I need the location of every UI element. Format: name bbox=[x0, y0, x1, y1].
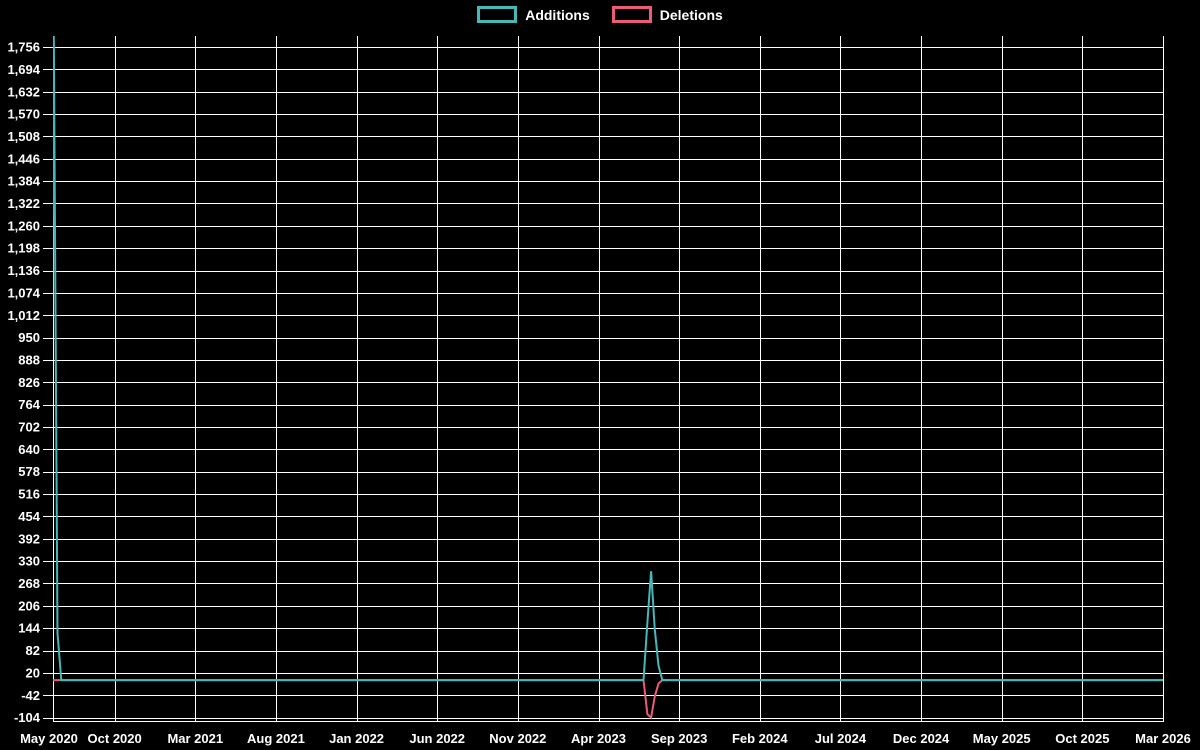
y-tick-label: 330 bbox=[18, 554, 40, 569]
y-tick-label: 392 bbox=[18, 531, 40, 546]
y-tick-label: -104 bbox=[14, 710, 41, 725]
y-tick-label: 1,632 bbox=[7, 84, 40, 99]
deletions-swatch-icon bbox=[611, 6, 652, 23]
y-tick-label: 206 bbox=[18, 598, 40, 613]
legend-label-deletions: Deletions bbox=[659, 6, 723, 23]
x-tick-label: Mar 2026 bbox=[1135, 731, 1191, 746]
additions-swatch-icon bbox=[477, 6, 518, 23]
y-tick-label: 826 bbox=[18, 375, 40, 390]
y-tick-label: 578 bbox=[18, 464, 40, 479]
x-tick-label: May 2020 bbox=[20, 731, 78, 746]
x-tick-label: Jun 2022 bbox=[409, 731, 465, 746]
x-tick-label: Feb 2024 bbox=[732, 731, 788, 746]
x-axis-labels: May 2020 Oct 2020 Mar 2021 Aug 2021 Jan 2022… bbox=[20, 731, 1191, 746]
x-tick-label: Nov 2022 bbox=[489, 731, 546, 746]
y-tick-label: 702 bbox=[18, 420, 40, 435]
y-tick-label: 144 bbox=[18, 621, 40, 636]
y-tick-label: 1,446 bbox=[7, 151, 40, 166]
y-tick-label: 950 bbox=[18, 330, 40, 345]
x-tick-label: Sep 2023 bbox=[651, 731, 707, 746]
y-axis-labels: 1,756 1,694 1,632 1,570 1,508 1,446 1,384 1,322… bbox=[7, 40, 40, 726]
x-tick-label: Jan 2022 bbox=[329, 731, 384, 746]
y-tick-label: 454 bbox=[18, 509, 40, 524]
series-line-deletions bbox=[53, 679, 1163, 720]
y-tick-label: 1,384 bbox=[7, 174, 40, 189]
y-tick-label: 1,260 bbox=[7, 218, 40, 233]
y-tick-label: 1,570 bbox=[7, 107, 40, 122]
x-tick-label: Oct 2025 bbox=[1055, 731, 1109, 746]
y-tick-label: 516 bbox=[18, 487, 40, 502]
y-tick-label: 1,322 bbox=[7, 196, 40, 211]
y-tick-label: 1,756 bbox=[7, 40, 40, 55]
y-tick-label: 888 bbox=[18, 352, 40, 367]
y-tick-label: 268 bbox=[18, 576, 40, 591]
y-tick-label: 764 bbox=[18, 397, 40, 412]
x-tick-label: May 2025 bbox=[973, 731, 1031, 746]
chart-legend: Additions Deletions bbox=[0, 6, 1200, 23]
legend-item-deletions[interactable]: Deletions bbox=[611, 6, 723, 23]
legend-label-additions: Additions bbox=[525, 6, 590, 23]
y-tick-label: 1,198 bbox=[7, 241, 40, 256]
y-tick-label: -42 bbox=[21, 688, 40, 703]
y-tick-label: 20 bbox=[26, 665, 40, 680]
y-tick-label: 1,136 bbox=[7, 263, 40, 278]
y-tick-label: 1,074 bbox=[7, 285, 40, 300]
x-tick-label: Jul 2024 bbox=[815, 731, 867, 746]
legend-item-additions[interactable]: Additions bbox=[477, 6, 590, 23]
series-line-additions bbox=[53, 36, 1163, 682]
x-tick-label: Dec 2024 bbox=[893, 731, 950, 746]
x-tick-label: Oct 2020 bbox=[88, 731, 142, 746]
x-tick-label: Apr 2023 bbox=[571, 731, 626, 746]
x-tick-label: Mar 2021 bbox=[167, 731, 223, 746]
x-tick-label: Aug 2021 bbox=[247, 731, 305, 746]
y-tick-label: 1,694 bbox=[7, 62, 40, 77]
y-tick-label: 1,508 bbox=[7, 129, 40, 144]
axes bbox=[53, 36, 1163, 722]
y-tick-label: 1,012 bbox=[7, 308, 40, 323]
gridlines bbox=[43, 36, 1164, 722]
y-tick-label: 640 bbox=[18, 442, 40, 457]
y-tick-label: 82 bbox=[26, 643, 40, 658]
